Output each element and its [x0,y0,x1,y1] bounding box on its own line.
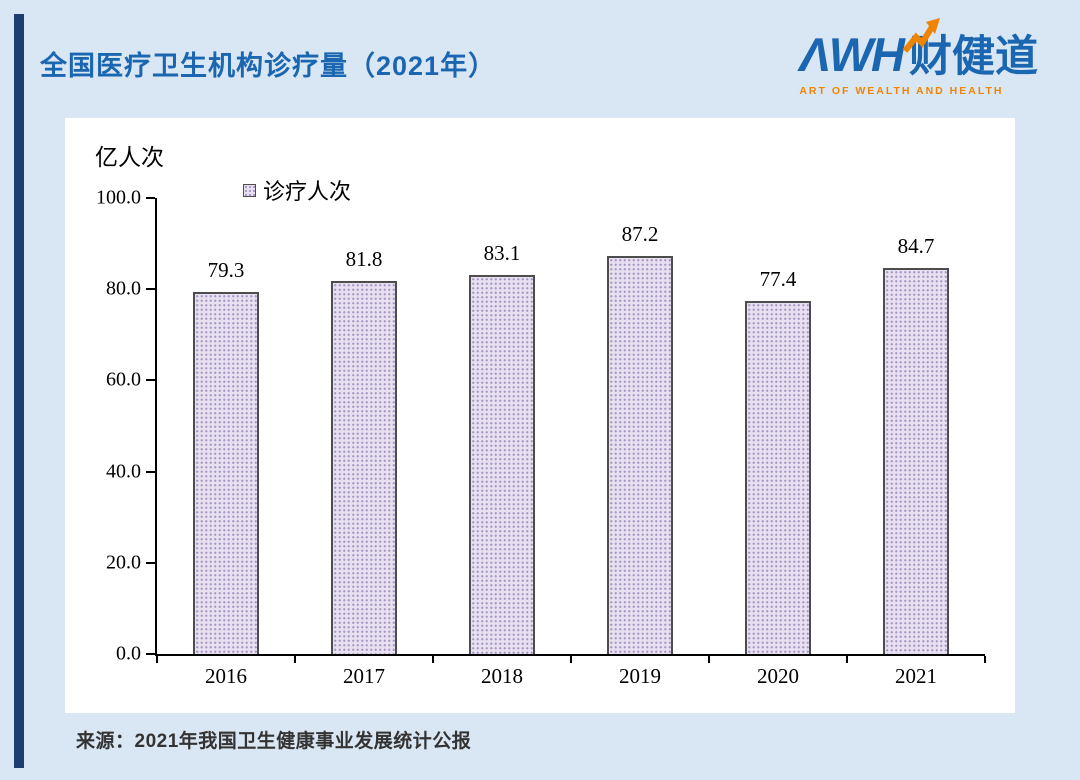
y-axis-unit-label: 亿人次 [95,145,164,170]
bar-2018 [468,275,535,654]
x-tick-mark [156,656,158,663]
y-tick-label: 40.0 [106,460,141,483]
y-tick-label: 60.0 [106,368,141,391]
x-tick-mark [846,656,848,663]
x-axis-label: 2019 [618,664,661,688]
logo-awh-text: ΛWH [799,28,905,81]
x-tick-mark [707,656,710,663]
page-title: 全国医疗卫生机构诊疗量（2021年） [40,51,497,81]
bar-value-label: 79.3 [207,258,245,283]
bar-2016 [192,292,259,654]
bar-value-label: 81.8 [345,247,383,271]
source-note: 来源：2021年我国卫生健康事业发展统计公报 [76,731,472,752]
plot-area: 0.0 20.0 40.0 60.0 80.0 100.0 79.3 2016 81.8 2017… [96,187,986,688]
y-tick-label: 20.0 [106,551,141,574]
x-tick-mark [570,656,572,663]
bar-column-2016: 79.3 2016 [157,198,295,688]
bar-value-label: 77.4 [759,267,797,292]
bar-value-label: 83.1 [483,241,521,266]
legend-swatch-icon [243,183,256,197]
y-tick-label: 0.0 [116,642,141,665]
bar-value-label: 87.2 [621,222,659,247]
left-accent-bar [14,14,24,768]
x-axis-label: 2018 [480,664,523,688]
logo-brand-cn-text: 财健道 [909,33,1038,81]
x-axis-label: 2016 [204,664,247,688]
legend-label: 诊疗人次 [263,179,352,204]
brand-logo: ΛWH 财健道 ART OF WEALTH AND HEALTH [799,18,1038,97]
bar-column-2019: 87.2 2019 [571,198,709,688]
x-tick-mark [431,656,434,663]
logo-trend-arrow-icon [902,18,940,53]
x-tick-mark [293,656,296,663]
x-axis-label: 2020 [756,664,799,688]
y-tick-mark [146,288,155,291]
bar-2017 [330,281,397,654]
y-tick-label: 100.0 [96,186,141,209]
bar-column-2017: 81.8 2017 [295,198,433,688]
bar-2019 [606,256,673,654]
y-tick-mark [146,561,155,564]
bar-column-2018: 83.1 2018 [433,198,571,688]
logo-wordmark-row: ΛWH 财健道 [799,18,1038,84]
bar-2020 [744,301,811,654]
y-tick-mark [146,379,155,382]
logo-tagline: ART OF WEALTH AND HEALTH [799,85,1004,97]
x-axis-label: 2017 [342,664,385,688]
bar-column-2020: 77.4 2020 [709,198,847,688]
y-tick-mark [146,470,155,473]
y-tick-mark [146,197,155,199]
y-tick-mark [146,653,155,655]
chart-legend: 诊疗人次 [243,174,351,206]
chart-card: 亿人次 诊疗人次 0.0 20.0 40.0 60.0 80.0 100.0 79.3 201… [65,118,1015,713]
bar-value-label: 84.7 [897,233,935,258]
x-axis-label: 2021 [894,664,937,688]
y-tick-label: 80.0 [106,277,141,300]
bar-2021 [882,267,949,654]
bar-column-2021: 84.7 2021 [847,198,985,688]
x-tick-mark [984,656,986,663]
header: 全国医疗卫生机构诊疗量（2021年） ΛWH 财健道 ART OF WEALTH… [40,18,1038,114]
